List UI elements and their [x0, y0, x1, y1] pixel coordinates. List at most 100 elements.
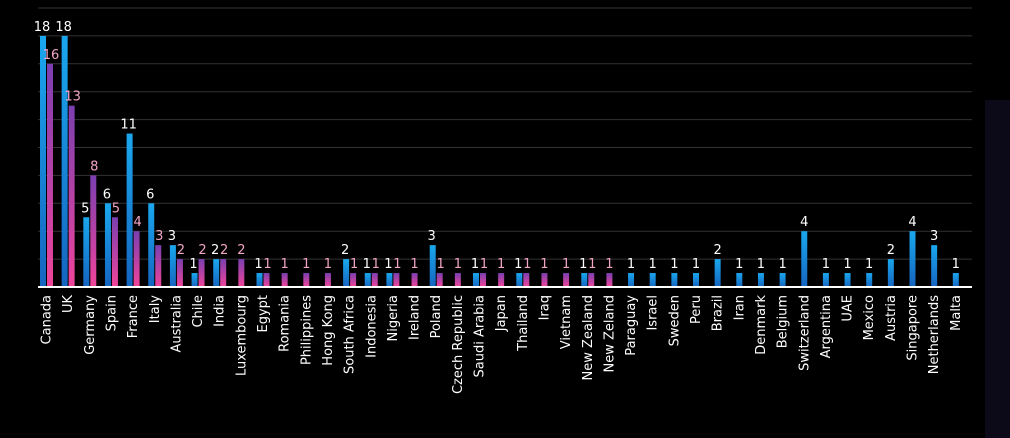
x-tick-label: Japan: [494, 295, 509, 332]
x-tick-label: Singapore: [906, 295, 921, 361]
data-label: 1: [263, 257, 271, 272]
x-tick-label: UK: [61, 295, 76, 314]
data-label: 1: [254, 257, 262, 272]
x-tick-label: Spain: [104, 295, 119, 331]
bar-series-a: [628, 273, 635, 287]
x-tick-label: New Zeland: [602, 295, 617, 372]
data-label: 1: [189, 257, 197, 272]
bar-series-b: [541, 273, 548, 287]
x-tick-label: Sweden: [667, 295, 682, 346]
data-label: 1: [302, 257, 310, 272]
bar-series-a: [801, 231, 808, 287]
data-label: 11: [120, 118, 137, 133]
x-tick-label: Germany: [83, 295, 98, 355]
x-tick-label: South Africa: [343, 295, 358, 374]
bar-series-b: [523, 273, 530, 287]
x-tick-label: Iran: [732, 295, 747, 320]
data-label: 3: [930, 229, 938, 244]
data-label: 16: [43, 48, 60, 63]
data-label: 1: [562, 257, 570, 272]
data-label: 3: [428, 229, 436, 244]
data-label: 1: [670, 257, 678, 272]
x-tick-label: Australia: [169, 295, 184, 353]
bar-series-a: [516, 273, 523, 287]
x-tick-label: France: [126, 295, 141, 338]
bar-series-a: [714, 259, 721, 287]
bar-series-a: [693, 273, 699, 287]
data-label: 1: [471, 257, 479, 272]
bar-series-a: [779, 273, 786, 287]
bar-series-b: [350, 273, 357, 287]
data-label: 5: [112, 201, 120, 216]
bar-series-b: [563, 273, 570, 287]
x-tick-label: Denmark: [754, 295, 769, 355]
bar-series-a: [931, 245, 938, 287]
data-label: 4: [133, 215, 141, 230]
x-tick-label: Ireland: [408, 295, 423, 340]
data-label: 6: [103, 187, 111, 202]
x-tick-label: Belgium: [776, 295, 791, 348]
x-tick-label: Peru: [689, 295, 704, 324]
data-label: 1: [778, 257, 786, 272]
data-label: 3: [155, 229, 163, 244]
bar-series-b: [371, 273, 378, 287]
bar-series-b: [176, 259, 183, 287]
bar-series-b: [606, 273, 613, 287]
data-label: 1: [437, 257, 445, 272]
bar-series-a: [83, 217, 90, 287]
data-label: 1: [579, 257, 587, 272]
bar-series-a: [126, 133, 133, 287]
bars: [40, 35, 959, 288]
bar-series-b: [263, 273, 270, 287]
bar-series-a: [736, 273, 743, 287]
data-label: 1: [540, 257, 548, 272]
bar-series-a: [649, 273, 656, 287]
x-tick-label: Poland: [429, 295, 444, 338]
data-label: 5: [81, 201, 89, 216]
bar-series-b: [393, 273, 400, 287]
bar-series-b: [480, 273, 486, 287]
bar-series-b: [324, 273, 331, 287]
bar-series-b: [454, 273, 461, 287]
x-tick-label: Nigeria: [386, 295, 401, 342]
bar-series-b: [238, 259, 245, 287]
x-tick-label: Vietnam: [559, 295, 574, 349]
x-tick-label: Brazil: [711, 295, 726, 331]
data-label: 1: [480, 257, 488, 272]
data-label: 18: [34, 20, 51, 35]
bar-series-b: [220, 259, 227, 287]
bar-series-a: [581, 273, 588, 287]
data-label: 1: [363, 257, 371, 272]
data-label: 1: [627, 257, 635, 272]
data-label: 1: [757, 257, 765, 272]
data-label: 2: [237, 243, 245, 258]
x-tick-label: UAE: [841, 295, 856, 322]
bar-series-b: [155, 245, 162, 287]
x-tick-label: Indonesia: [364, 295, 379, 358]
x-axis: Canada UK Germany Spain France Italy Australia…: [38, 286, 972, 394]
data-label: 1: [514, 257, 522, 272]
x-tick-label: India: [213, 295, 228, 327]
data-label: 4: [800, 215, 808, 230]
bar-series-a: [429, 245, 436, 287]
bar-series-b: [411, 273, 418, 287]
data-label: 1: [384, 257, 392, 272]
x-tick-label: Romania: [278, 295, 293, 352]
bar-series-b: [498, 273, 505, 287]
data-label: 3: [168, 229, 176, 244]
data-label: 13: [64, 90, 81, 105]
bar-series-b: [90, 175, 97, 287]
x-tick-label: Malta: [949, 295, 964, 331]
x-tick-label: Mexico: [862, 295, 877, 340]
data-label: 2: [714, 243, 722, 258]
data-label: 2: [220, 243, 228, 258]
data-label: 8: [90, 159, 98, 174]
bar-series-b: [198, 259, 205, 287]
bar-series-a: [256, 273, 263, 287]
bar-series-b: [281, 273, 288, 287]
x-tick-label: Canada: [40, 295, 55, 344]
data-label: 18: [55, 20, 72, 35]
data-label: 1: [454, 257, 462, 272]
data-label: 2: [177, 243, 185, 258]
